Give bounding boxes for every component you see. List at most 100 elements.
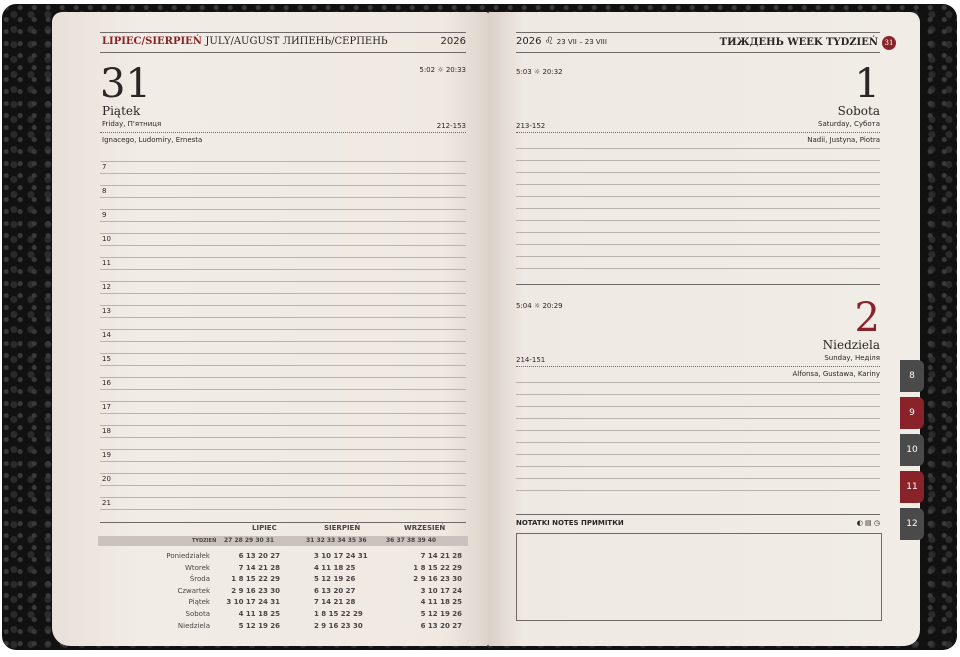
half-hour-line [100, 389, 466, 390]
september-row: 6 13 20 27 [420, 621, 462, 630]
writing-line [516, 220, 880, 221]
hour-label: 18 [102, 427, 111, 435]
hour-label: 16 [102, 379, 111, 387]
half-hour-line [100, 365, 466, 366]
half-hour-line [100, 461, 466, 462]
divider [516, 132, 880, 133]
writing-line [516, 256, 880, 257]
writing-line [516, 172, 880, 173]
august-row: 3 10 17 24 31 [314, 552, 368, 560]
week-label: ТИЖДЕНЬ WEEK TYDZIEŃ [719, 37, 878, 48]
hour-line [100, 209, 466, 210]
july-row: 1 8 15 22 29 [231, 575, 280, 584]
hour-label: 14 [102, 331, 111, 339]
day-count: 212-153 [436, 122, 466, 130]
september-row: 2 9 16 23 30 [413, 575, 462, 584]
writing-line [516, 232, 880, 233]
hour-line [100, 353, 466, 354]
name-days: Nadii, Justyna, Piotra [807, 136, 880, 144]
september-row: 1 8 15 22 29 [413, 563, 462, 572]
calendar-month: LIPIEC [252, 524, 277, 532]
notes-label: NOTATKI NOTES ПРИМІТКИ [516, 519, 624, 527]
divider [100, 522, 466, 523]
month-tab[interactable]: 9 [900, 397, 924, 429]
hour-line [100, 473, 466, 474]
month-tab[interactable]: 10 [900, 434, 924, 466]
half-hour-line [100, 269, 466, 270]
hour-label: 12 [102, 283, 111, 291]
calendar-month: WRZESIEŃ [404, 524, 446, 532]
august-row: 5 12 19 26 [314, 575, 356, 584]
writing-line [516, 406, 880, 407]
writing-line [516, 466, 880, 467]
hour-line [100, 281, 466, 282]
july-row: 3 10 17 24 31 [226, 598, 280, 607]
august-row: 2 9 16 23 30 [314, 621, 363, 630]
weekday-label: Poniedziałek [166, 552, 210, 560]
hour-label: 11 [102, 259, 111, 267]
hour-label: 19 [102, 451, 111, 459]
july-row: 2 9 16 23 30 [231, 586, 280, 595]
day-count: 214-151 [516, 356, 546, 364]
half-hour-line [100, 293, 466, 294]
calendar-month: SIERPIEŃ [324, 524, 361, 532]
august-row: 1 8 15 22 29 [314, 610, 363, 618]
day-count: 213-152 [516, 122, 546, 130]
half-hour-line [100, 341, 466, 342]
day-name: Piątek [102, 104, 141, 118]
writing-line [516, 394, 880, 395]
hour-line [100, 449, 466, 450]
lion-icon: ♌ [544, 36, 554, 47]
name-days: Ignacego, Ludomiry, Ernesta [102, 136, 203, 144]
hour-label: 9 [102, 211, 107, 219]
month-tab[interactable]: 11 [900, 471, 924, 503]
hour-label: 13 [102, 307, 111, 315]
weekday-label: Czwartek [177, 586, 210, 595]
writing-line [516, 184, 880, 185]
hour-line [100, 425, 466, 426]
sun-times: 5:03 ☼ 20:32 [516, 68, 563, 76]
day-name: Niedziela [822, 338, 880, 352]
september-row: 7 14 21 28 [420, 552, 462, 560]
september-row: 5 12 19 26 [420, 610, 462, 618]
month-header: LIPIEC/SIERPIEŃ JULY/AUGUST ЛИПЕНЬ/СЕРПЕ… [102, 36, 388, 47]
half-hour-line [100, 413, 466, 414]
august-row: 6 13 20 27 [314, 586, 356, 595]
writing-line [516, 490, 880, 491]
day-subtitle: Friday, П'ятниця [102, 120, 162, 128]
week-numbers: 36 37 38 39 40 [386, 537, 437, 544]
half-hour-line [100, 509, 466, 510]
hour-line [100, 377, 466, 378]
year: 2026 [440, 36, 466, 47]
hour-line [100, 185, 466, 186]
half-hour-line [100, 485, 466, 486]
hour-label: 7 [102, 163, 107, 171]
week-number-badge: 31 [882, 36, 896, 50]
hour-line [100, 257, 466, 258]
month-tab[interactable]: 8 [900, 360, 924, 392]
week-numbers: 31 32 33 34 35 36 [306, 537, 367, 544]
notes-box[interactable] [516, 533, 882, 621]
half-hour-line [100, 245, 466, 246]
hour-label: 21 [102, 499, 111, 507]
writing-line [516, 160, 880, 161]
hour-label: 10 [102, 235, 111, 243]
hour-line [100, 233, 466, 234]
hour-line [100, 497, 466, 498]
weekday-label: Środa [189, 575, 210, 584]
day-name: Sobota [837, 104, 880, 118]
weekday-label: Niedziela [177, 621, 210, 630]
calendar-header-bar [98, 536, 468, 546]
right-page: 2026 ♌ 23 VII – 23 VIII ТИЖДЕНЬ WEEK TYD… [488, 12, 920, 646]
half-hour-line [100, 437, 466, 438]
hour-line [100, 161, 466, 162]
july-row: 6 13 20 27 [238, 552, 280, 560]
writing-line [516, 268, 880, 269]
hour-label: 17 [102, 403, 111, 411]
writing-line [516, 418, 880, 419]
half-hour-line [100, 221, 466, 222]
july-row: 4 11 18 25 [238, 610, 280, 618]
half-hour-line [100, 317, 466, 318]
month-tab[interactable]: 12 [900, 508, 924, 540]
moon-icon: ◐ ▤ ◷ [856, 519, 880, 527]
